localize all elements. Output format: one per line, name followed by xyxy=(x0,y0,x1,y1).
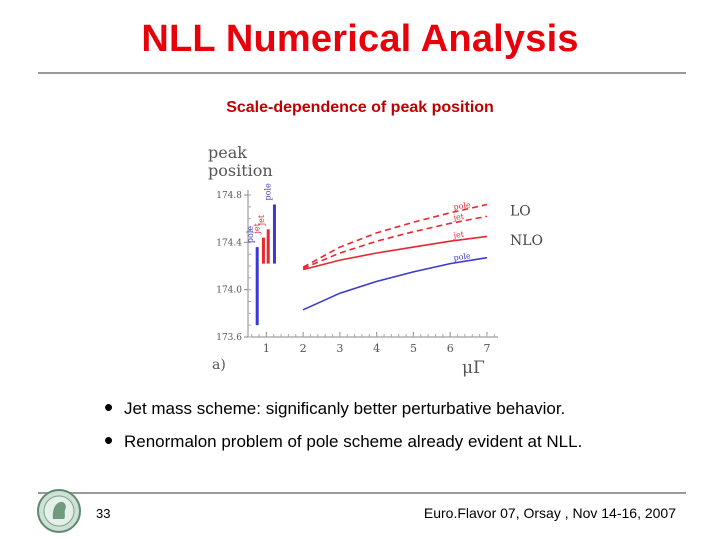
y-tick-label: 174.0 xyxy=(216,286,242,296)
x-tick-label: 3 xyxy=(336,342,343,355)
series-label-jet: jet xyxy=(452,212,465,223)
series-line-jet-nlo xyxy=(302,235,488,271)
x-tick-label: 7 xyxy=(483,342,490,355)
order-label-lo: LO xyxy=(510,203,531,219)
footer-divider xyxy=(38,492,686,494)
x-tick-label: 2 xyxy=(300,342,307,355)
series-label-pole: pole xyxy=(453,200,472,211)
footer-text: Euro.Flavor 07, Orsay , Nov 14-16, 2007 xyxy=(423,505,676,521)
x-tick-label: 4 xyxy=(373,342,380,355)
series-line-pole-lo xyxy=(302,203,488,268)
bullet-dot: • xyxy=(104,425,114,455)
y-axis-label-line2: position xyxy=(208,161,273,180)
error-bar-label-jet: jet xyxy=(257,214,266,226)
y-tick-label: 174.8 xyxy=(216,191,242,201)
slide-title: NLL Numerical Analysis xyxy=(141,18,579,60)
x-tick-label: 5 xyxy=(410,342,417,355)
error-bar-label-pole: pole xyxy=(263,183,272,200)
x-axis-label: μΓ xyxy=(462,358,485,378)
slide-number: 33 xyxy=(96,506,111,521)
bullet-text: Renormalon problem of pole scheme alread… xyxy=(124,432,583,451)
bullet-dot: • xyxy=(104,392,114,422)
bullet-item: • Jet mass scheme: significanly better p… xyxy=(104,392,704,429)
bullet-text: Jet mass scheme: significanly better per… xyxy=(124,399,566,418)
series-label-pole: pole xyxy=(453,251,472,262)
y-tick-label: 174.4 xyxy=(216,238,242,248)
panel-label: a) xyxy=(212,357,226,373)
bullet-item: • Renormalon problem of pole scheme alre… xyxy=(104,425,704,462)
series-label-jet: jet xyxy=(452,230,465,241)
title-divider xyxy=(38,72,686,74)
y-axis-label-line1: peak xyxy=(208,143,247,162)
chart-subtitle: Scale-dependence of peak position xyxy=(226,99,494,116)
series-line-jet-lo xyxy=(302,215,488,270)
bullet-list: • Jet mass scheme: significanly better p… xyxy=(104,392,704,462)
y-tick-label: 173.6 xyxy=(216,333,242,343)
error-bar-label-jet: jet xyxy=(252,222,261,234)
series-line-pole-nlo xyxy=(302,256,488,311)
x-tick-label: 1 xyxy=(263,342,270,355)
order-label-nlo: NLO xyxy=(510,233,543,249)
institute-seal-icon xyxy=(37,489,81,533)
error-bar-label-pole: pole xyxy=(246,226,255,243)
x-tick-label: 6 xyxy=(447,342,454,355)
